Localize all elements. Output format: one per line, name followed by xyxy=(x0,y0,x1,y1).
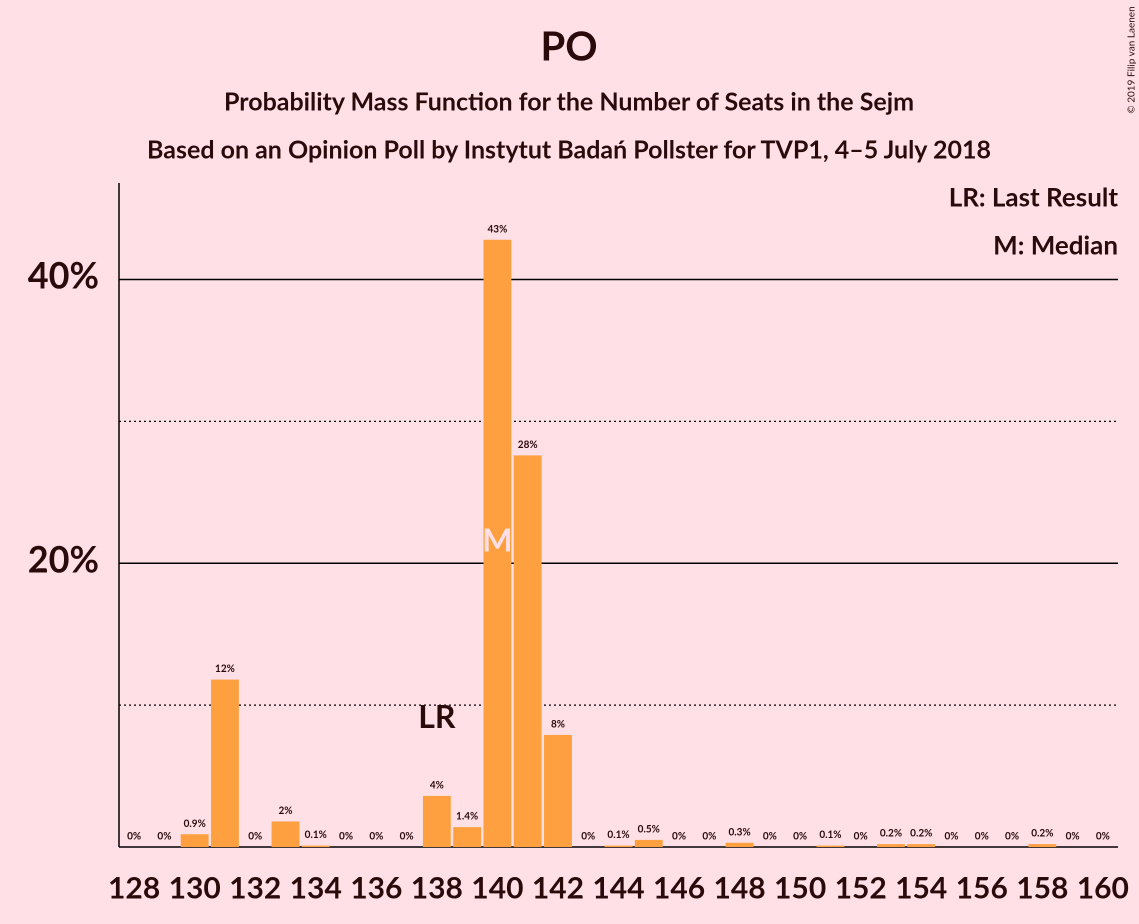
value-label: 0.3% xyxy=(729,826,751,838)
chart-subtitle: Probability Mass Function for the Number… xyxy=(224,86,914,116)
value-label: 0.2% xyxy=(1031,828,1053,840)
value-label: 0% xyxy=(945,831,959,843)
value-label: 0% xyxy=(1005,831,1019,843)
value-label: 0% xyxy=(369,831,383,843)
value-label: 0% xyxy=(248,831,262,843)
bar xyxy=(725,842,754,847)
x-tick-label: 142 xyxy=(532,870,584,906)
x-tick-label: 134 xyxy=(290,870,342,906)
x-tick-label: 156 xyxy=(956,870,1008,906)
last-result-marker: LR xyxy=(418,696,456,735)
copyright: © 2019 Filip van Laenen xyxy=(1126,6,1138,113)
x-tick-label: 138 xyxy=(411,870,463,906)
x-tick-label: 158 xyxy=(1016,870,1068,906)
value-label: 0% xyxy=(975,831,989,843)
y-tick-label: 20% xyxy=(28,536,99,580)
value-label: 0.1% xyxy=(607,829,629,841)
value-label: 0% xyxy=(702,831,716,843)
value-label: 0% xyxy=(854,831,868,843)
bar xyxy=(271,821,300,847)
chart-title: PO xyxy=(540,21,597,69)
value-label: 0% xyxy=(400,831,414,843)
bar xyxy=(604,845,633,847)
x-tick-label: 148 xyxy=(713,870,765,906)
bar xyxy=(211,679,239,847)
bar xyxy=(422,795,451,847)
x-tick-label: 150 xyxy=(774,870,826,906)
x-tick-label: 152 xyxy=(835,870,887,906)
value-label: 0% xyxy=(339,831,353,843)
value-label: 0% xyxy=(1096,831,1110,843)
bar xyxy=(301,845,330,847)
value-label: 0.2% xyxy=(910,828,932,840)
value-label: 2% xyxy=(279,805,293,817)
value-label: 0% xyxy=(127,831,141,843)
value-label: 0% xyxy=(672,831,686,843)
value-label: 0.9% xyxy=(184,818,206,830)
bar xyxy=(1028,844,1057,847)
value-label: 12% xyxy=(215,663,235,675)
value-label: 0% xyxy=(1066,831,1080,843)
bar xyxy=(877,844,905,847)
bar xyxy=(453,827,482,847)
value-label: 8% xyxy=(551,718,565,730)
value-label: 43% xyxy=(488,223,508,235)
value-label: 0% xyxy=(763,831,777,843)
bar xyxy=(180,834,209,847)
x-tick-label: 130 xyxy=(169,870,221,906)
value-label: 0.2% xyxy=(880,828,902,840)
legend-entry: LR: Last Result xyxy=(949,181,1119,213)
bar xyxy=(483,239,512,847)
median-marker: M xyxy=(482,520,512,559)
value-label: 28% xyxy=(518,439,538,451)
value-label: 0% xyxy=(157,831,171,843)
value-label: 1.4% xyxy=(456,811,478,823)
x-tick-label: 144 xyxy=(592,870,644,906)
x-tick-label: 160 xyxy=(1077,870,1129,906)
value-label: 0.5% xyxy=(638,823,660,835)
x-tick-label: 132 xyxy=(229,870,281,906)
y-tick-label: 40% xyxy=(28,253,99,297)
value-label: 0% xyxy=(581,831,595,843)
value-label: 0% xyxy=(793,831,807,843)
x-tick-label: 146 xyxy=(653,870,705,906)
chart-subtitle: Based on an Opinion Poll by Instytut Bad… xyxy=(147,134,991,164)
value-label: 4% xyxy=(430,779,444,791)
bar xyxy=(513,455,542,847)
bar xyxy=(907,844,936,847)
x-tick-label: 128 xyxy=(108,870,160,906)
x-tick-label: 136 xyxy=(350,870,402,906)
x-tick-label: 140 xyxy=(471,870,523,906)
legend-entry: M: Median xyxy=(993,229,1118,261)
bar xyxy=(544,734,572,847)
bar xyxy=(816,845,845,847)
value-label: 0.1% xyxy=(819,829,841,841)
x-tick-label: 154 xyxy=(895,870,947,906)
value-label: 0.1% xyxy=(305,829,327,841)
bar xyxy=(634,839,663,847)
